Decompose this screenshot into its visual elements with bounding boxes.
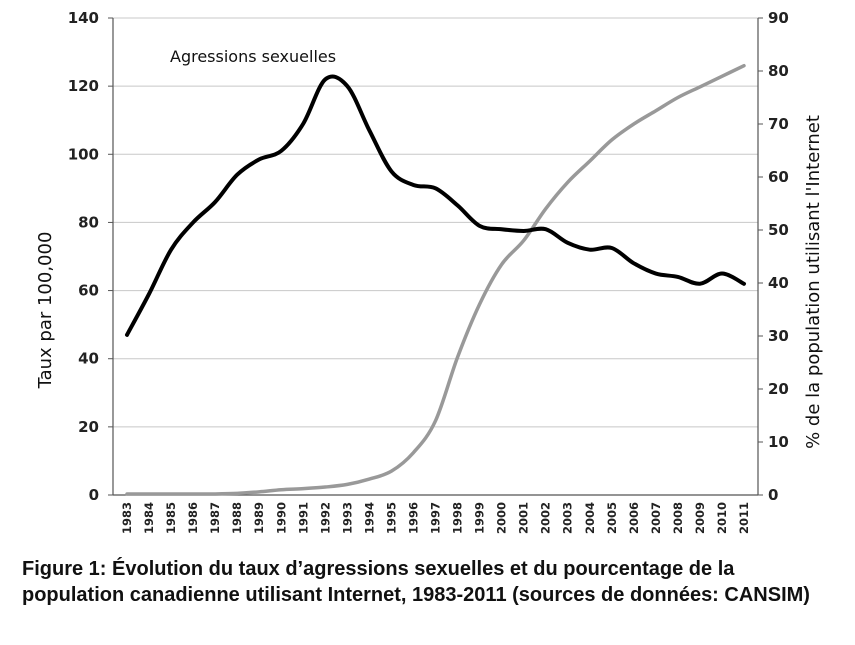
- left-axis-ticks: 0 20 40 60 80 100 120 140: [68, 9, 113, 504]
- x-tick-label: 2005: [605, 502, 619, 534]
- x-tick-label: 2001: [517, 502, 531, 534]
- y-left-axis-title: Taux par 100,000: [35, 232, 56, 390]
- y-right-tick-label: 50: [768, 221, 789, 239]
- y-left-tick-label: 80: [78, 213, 99, 231]
- y-right-tick-label: 30: [768, 327, 789, 345]
- x-tick-label: 1996: [406, 502, 420, 534]
- x-tick-label: 1991: [296, 502, 310, 534]
- x-tick-label: 2002: [539, 502, 553, 534]
- x-tick-label: 1995: [384, 502, 398, 534]
- x-tick-label: 1990: [274, 502, 288, 534]
- gridlines: [113, 17, 758, 496]
- y-left-tick-label: 40: [78, 350, 99, 368]
- x-tick-label: 2004: [583, 502, 597, 534]
- series-line-internet: [125, 63, 746, 496]
- x-tick-label: 1989: [252, 502, 266, 534]
- y-left-tick-label: 20: [78, 418, 99, 436]
- series-line-agressions: [125, 74, 746, 337]
- y-right-tick-label: 60: [768, 168, 789, 186]
- x-tick-label: 1986: [186, 502, 200, 534]
- x-tick-label: 2007: [649, 502, 663, 534]
- y-left-tick-label: 60: [78, 282, 99, 300]
- y-right-tick-label: 0: [768, 486, 778, 504]
- x-tick-label: 2000: [495, 502, 509, 534]
- x-tick-label: 1983: [120, 502, 134, 534]
- x-tick-label: 1993: [340, 502, 354, 534]
- x-tick-label: 2006: [627, 502, 641, 534]
- x-tick-label: 1992: [318, 502, 332, 534]
- y-right-tick-label: 20: [768, 380, 789, 398]
- y-left-tick-label: 100: [68, 145, 99, 163]
- chart: 0 20 40 60 80 100 120 140 0 10 20 30 40 50 60 70 80 90 1…: [35, 9, 824, 534]
- x-tick-label: 2009: [693, 502, 707, 534]
- x-tick-label: 2011: [737, 502, 751, 534]
- y-right-axis-title: % de la population utilisant l'Internet: [803, 115, 824, 449]
- x-tick-label: 1984: [142, 502, 156, 534]
- right-axis-ticks: 0 10 20 30 40 50 60 70 80 90: [758, 9, 789, 504]
- x-tick-label: 1988: [230, 502, 244, 534]
- x-tick-label: 1994: [362, 502, 376, 534]
- y-right-tick-label: 80: [768, 62, 789, 80]
- chart-annotation: Agressions sexuelles: [170, 47, 336, 66]
- y-left-tick-label: 140: [68, 9, 99, 27]
- x-tick-label: 2003: [561, 502, 575, 534]
- x-axis-ticks: 1983 1984 1985 1986 1987 1988 1989 1990 1991 1992…: [120, 502, 751, 534]
- x-tick-label: 2008: [671, 502, 685, 534]
- y-right-tick-label: 10: [768, 433, 789, 451]
- x-tick-label: 1985: [164, 502, 178, 534]
- y-left-tick-label: 120: [68, 77, 99, 95]
- x-tick-label: 1987: [208, 502, 222, 534]
- x-tick-label: 1999: [473, 502, 487, 534]
- y-right-tick-label: 70: [768, 115, 789, 133]
- y-right-tick-label: 90: [768, 9, 789, 27]
- y-left-tick-label: 0: [89, 486, 99, 504]
- x-tick-label: 1998: [451, 502, 465, 534]
- figure-caption: Figure 1: Évolution du taux d’agressions…: [22, 558, 810, 606]
- series-layer: [125, 63, 746, 496]
- y-right-tick-label: 40: [768, 274, 789, 292]
- x-tick-label: 2010: [715, 502, 729, 534]
- x-tick-label: 1997: [429, 502, 443, 534]
